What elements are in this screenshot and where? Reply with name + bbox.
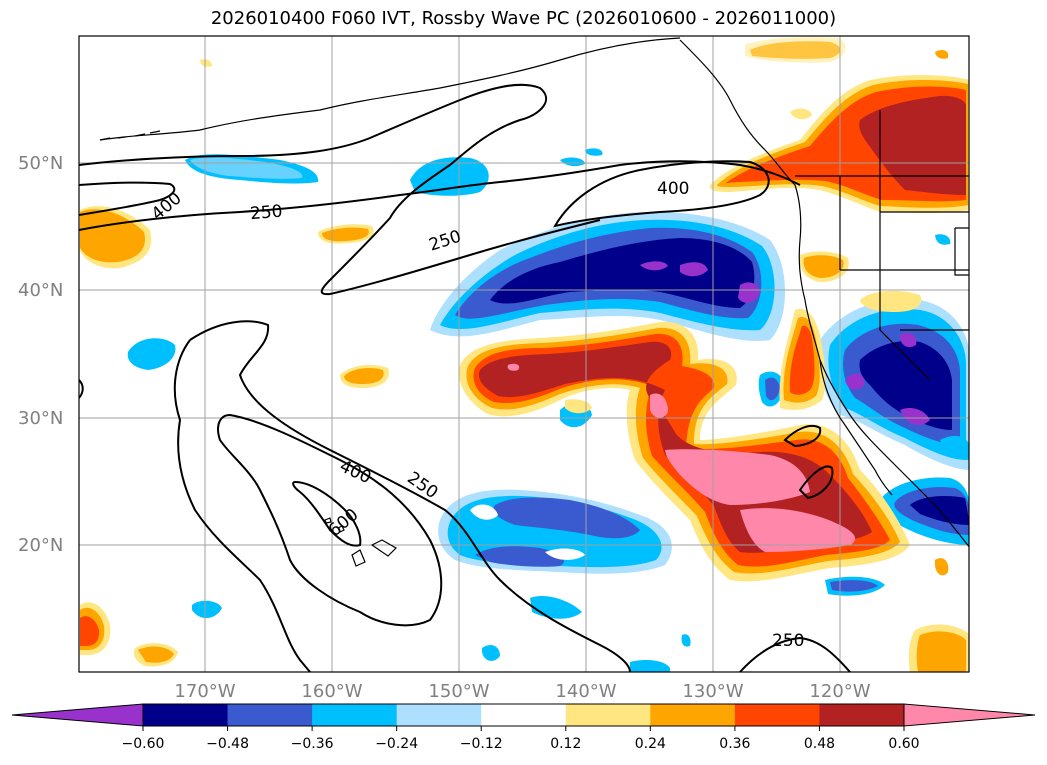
contour-250-inner: [79, 160, 801, 231]
contour-250-southeast: [739, 636, 851, 672]
colorbar-tick-label: 0.60: [888, 736, 919, 752]
colorbar-tick-label: −0.48: [206, 736, 249, 752]
colorbar-segment: [481, 704, 567, 726]
lon-label-130w: 130°W: [682, 681, 743, 702]
lat-label-50n: 50°N: [18, 153, 63, 174]
contour-400-northwest: [79, 181, 176, 216]
map-title: 2026010400 F060 IVT, Rossby Wave PC (202…: [210, 8, 837, 29]
contour-400-northeast: [552, 160, 770, 228]
contour-400-subtropical: [217, 413, 443, 627]
colorbar-extend-low: [11, 703, 144, 727]
contour-600-hawaii: [292, 480, 362, 547]
lat-label-40n: 40°N: [18, 280, 63, 301]
colorbar-tick-label: 0.36: [719, 736, 750, 752]
lat-label-30n: 30°N: [18, 408, 63, 429]
colorbar-outline: [142, 703, 905, 727]
colorbar-segment: [565, 704, 651, 726]
contour-label: 250: [249, 202, 283, 225]
colorbar-segment: [819, 704, 905, 726]
map-frame: [78, 35, 970, 673]
lon-label-150w: 150°W: [428, 681, 489, 702]
contour-label: 250: [772, 631, 804, 651]
lon-label-120w: 120°W: [809, 681, 870, 702]
colorbar-segment: [650, 704, 736, 726]
colorbar-segment: [227, 704, 313, 726]
lon-label-160w: 160°W: [301, 681, 362, 702]
lon-label-170w: 170°W: [174, 681, 235, 702]
contour-250-north: [79, 83, 601, 296]
lat-lon-grid: [79, 36, 969, 672]
colorbar-tick-label: 0.48: [804, 736, 835, 752]
ivt-contours: [79, 83, 851, 672]
lat-label-20n: 20°N: [18, 535, 63, 556]
colorbar-tick-label: 0.24: [635, 736, 666, 752]
lon-label-140w: 140°W: [555, 681, 616, 702]
colorbar-segment: [734, 704, 820, 726]
colorbar-extend-high: [903, 703, 1036, 727]
contour-label: 400: [657, 179, 689, 199]
colorbar-tick-label: −0.12: [460, 736, 503, 752]
colorbar-segment: [143, 704, 229, 726]
colorbar-segment: [312, 704, 398, 726]
longitude-labels: 170°W 160°W 150°W 140°W 130°W 120°W: [174, 681, 870, 702]
colorbar-tick-label: −0.60: [122, 736, 165, 752]
colorbar: −0.60 −0.48 −0.36 −0.24 −0.12 0.12 0.24 0.36 0.4…: [11, 703, 1036, 752]
colorbar-segment: [396, 704, 482, 726]
colorbar-tick-label: −0.24: [375, 736, 418, 752]
latitude-labels: 50°N 40°N 30°N 20°N: [18, 153, 63, 556]
colorbar-tick-label: −0.36: [291, 736, 334, 752]
contour-250-subtropical: [173, 320, 631, 672]
colorbar-tick-label: 0.12: [550, 736, 581, 752]
